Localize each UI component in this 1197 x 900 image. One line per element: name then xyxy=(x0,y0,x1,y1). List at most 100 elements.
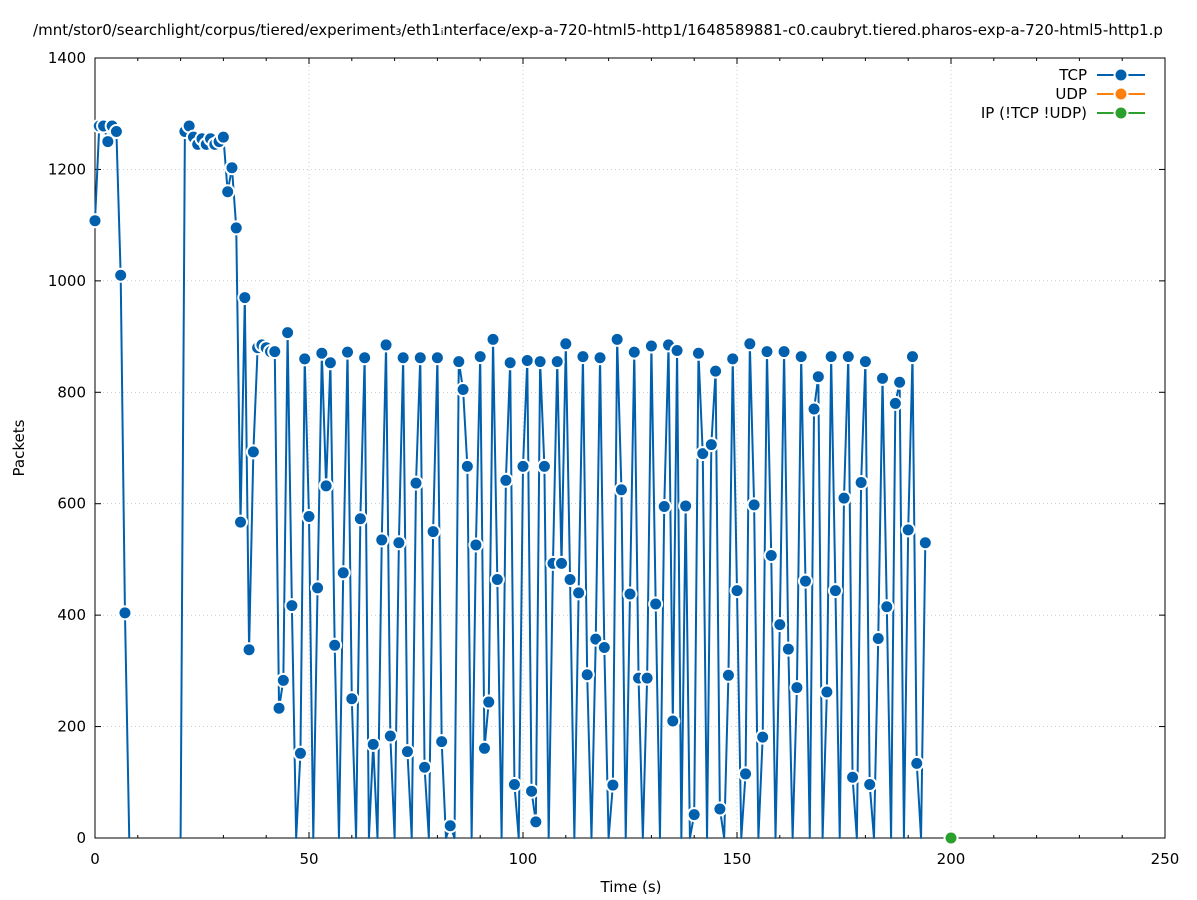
data-point xyxy=(609,331,625,347)
y-tick-label: 1000 xyxy=(48,272,86,290)
data-point xyxy=(622,586,638,602)
data-point xyxy=(245,444,261,460)
data-point xyxy=(746,497,762,513)
data-point xyxy=(215,129,231,145)
data-point xyxy=(592,350,608,366)
data-point xyxy=(742,336,758,352)
data-point xyxy=(459,458,475,474)
data-point xyxy=(892,374,908,390)
data-point xyxy=(887,395,903,411)
data-point xyxy=(228,220,244,236)
y-tick-label: 600 xyxy=(57,495,86,513)
data-point xyxy=(224,160,240,176)
data-point xyxy=(738,766,754,782)
data-point xyxy=(318,478,334,494)
data-point xyxy=(720,667,736,683)
y-tick-label: 1200 xyxy=(48,160,86,178)
data-point xyxy=(575,349,591,365)
data-point xyxy=(87,213,103,229)
data-point xyxy=(810,369,826,385)
data-point xyxy=(759,344,775,360)
x-tick-label: 200 xyxy=(937,850,966,868)
data-point xyxy=(237,290,253,306)
data-point xyxy=(845,769,861,785)
data-point xyxy=(451,354,467,370)
data-point xyxy=(870,631,886,647)
data-point xyxy=(519,353,535,369)
data-point xyxy=(712,801,728,817)
data-point xyxy=(708,363,724,379)
data-point xyxy=(108,124,124,140)
data-point xyxy=(267,344,283,360)
data-point xyxy=(408,475,424,491)
data-point xyxy=(840,349,856,365)
data-point xyxy=(472,349,488,365)
data-point xyxy=(763,548,779,564)
series-layer xyxy=(87,118,959,846)
data-point xyxy=(853,475,869,491)
data-point xyxy=(327,637,343,653)
data-point xyxy=(836,490,852,506)
data-point xyxy=(241,642,257,658)
x-tick-label: 100 xyxy=(509,850,538,868)
data-point xyxy=(669,343,685,358)
data-point xyxy=(365,736,381,752)
x-tick-label: 50 xyxy=(299,850,318,868)
data-point xyxy=(352,511,368,527)
data-point xyxy=(596,639,612,655)
data-point xyxy=(695,446,711,462)
data-point xyxy=(755,729,771,745)
data-point xyxy=(233,514,249,530)
data-point xyxy=(378,337,394,353)
data-point xyxy=(374,532,390,548)
y-tick-label: 0 xyxy=(76,829,86,847)
data-point xyxy=(532,354,548,370)
data-point xyxy=(639,670,655,686)
data-point xyxy=(271,700,287,716)
chart-title: /mnt/stor0/searchlight/corpus/tiered/exp… xyxy=(33,21,1163,39)
data-point xyxy=(485,331,501,347)
data-point xyxy=(562,571,578,587)
data-point xyxy=(489,571,505,587)
data-point xyxy=(690,345,706,361)
data-point xyxy=(468,537,484,553)
data-point xyxy=(571,585,587,601)
data-point xyxy=(678,498,694,514)
data-point xyxy=(549,354,565,370)
x-axis-label: Time (s) xyxy=(600,878,662,896)
data-point xyxy=(806,401,822,417)
data-point xyxy=(357,350,373,366)
data-point xyxy=(455,382,471,397)
data-point xyxy=(605,777,621,793)
data-point xyxy=(626,344,642,360)
data-point xyxy=(399,744,415,760)
data-point xyxy=(275,672,291,688)
plot-frame xyxy=(94,57,1166,839)
data-point xyxy=(100,134,116,150)
data-point xyxy=(117,605,133,621)
axis-ticks: 0 50 100 150 200 250 0 200 400 600 800 1000 1200 1400 xyxy=(48,49,1180,868)
legend-marker xyxy=(1113,105,1129,121)
data-point xyxy=(613,482,629,498)
data-point xyxy=(776,344,792,360)
data-point xyxy=(900,522,916,538)
series-tcp xyxy=(87,118,933,839)
data-point xyxy=(917,535,933,551)
data-point xyxy=(943,830,959,846)
data-point xyxy=(310,580,326,596)
data-point xyxy=(823,349,839,365)
data-point xyxy=(113,267,129,283)
data-point xyxy=(292,745,308,761)
data-point xyxy=(425,524,441,540)
data-point xyxy=(412,350,428,366)
data-point xyxy=(506,777,522,793)
data-point xyxy=(284,598,300,614)
data-point xyxy=(780,641,796,657)
data-point xyxy=(703,437,719,453)
y-axis-label: Packets xyxy=(10,419,28,476)
data-point xyxy=(904,349,920,365)
data-point xyxy=(665,713,681,729)
data-point xyxy=(314,345,330,361)
legend-label: UDP xyxy=(1055,85,1087,103)
data-point xyxy=(382,728,398,744)
